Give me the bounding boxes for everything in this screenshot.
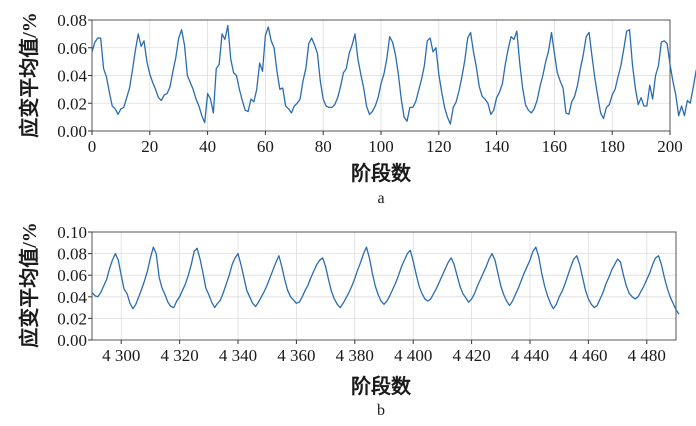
plot-frame-b: [92, 232, 676, 340]
y-tick-label: 0.00: [57, 331, 87, 350]
y-tick-label: 0.04: [57, 67, 87, 86]
x-tick-label: 4 320: [160, 346, 198, 365]
y-tick-label: 0.02: [57, 94, 87, 113]
x-tick-label: 4 360: [277, 346, 315, 365]
plot-area: [92, 232, 676, 340]
x-tick-label: 160: [542, 137, 568, 156]
x-tick-label: 4 420: [452, 346, 490, 365]
x-tick-label: 60: [257, 137, 274, 156]
panel-label-a: a: [377, 190, 384, 207]
y-tick-label: 0.06: [57, 266, 87, 285]
y-tick-label: 0.08: [57, 11, 87, 30]
x-axis-title-a: 阶段数: [351, 161, 412, 185]
plot-border: [91, 231, 677, 341]
y-ticks-b: 0.00 0.02 0.04 0.06 0.08 0.10: [57, 223, 92, 350]
panel-label-b: b: [377, 402, 385, 419]
y-tick-label: 0.06: [57, 39, 87, 58]
x-tick-label: 4 300: [102, 346, 140, 365]
series-line: [91, 246, 680, 315]
x-tick-label: 180: [599, 137, 625, 156]
x-tick-label: 120: [426, 137, 452, 156]
chart-panel-a: 0 20 40 60 80 100 120 140 160 180 200 0.00 0.02 0.04…: [17, 11, 696, 207]
y-tick-label: 0.00: [57, 122, 87, 141]
x-tick-label: 4 380: [336, 346, 374, 365]
x-tick-label: 80: [315, 137, 332, 156]
x-tick-label: 0: [88, 137, 97, 156]
y-tick-label: 0.10: [57, 223, 87, 242]
x-tick-label: 140: [484, 137, 510, 156]
x-tick-label: 4 460: [569, 346, 607, 365]
x-tick-label: 4 440: [511, 346, 549, 365]
y-axis-title-b: 应变平均值/%: [17, 222, 41, 348]
x-tick-label: 100: [368, 137, 394, 156]
x-tick-label: 4 480: [628, 346, 666, 365]
x-tick-label: 4 340: [219, 346, 257, 365]
x-tick-label: 200: [657, 137, 683, 156]
y-tick-label: 0.04: [57, 288, 87, 307]
series-b: [91, 231, 680, 341]
x-tick-label: 40: [199, 137, 216, 156]
x-tick-label: 20: [141, 137, 158, 156]
y-tick-label: 0.02: [57, 309, 87, 328]
x-tick-label: 4 400: [394, 346, 432, 365]
series-line: [91, 24, 696, 125]
x-ticks-b: 4 300 4 320 4 340 4 360 4 380 4 400 4 420 4 440…: [102, 340, 666, 365]
y-tick-label: 0.08: [57, 245, 87, 264]
x-axis-title-b: 阶段数: [351, 374, 412, 398]
y-ticks-a: 0.00 0.02 0.04 0.06 0.08: [57, 11, 92, 141]
y-axis-title-a: 应变平均值/%: [17, 12, 41, 138]
x-ticks-a: 0 20 40 60 80 100 120 140 160 180 200: [88, 131, 683, 156]
chart-panel-b: 4 300 4 320 4 340 4 360 4 380 4 400 4 420 4 440…: [17, 222, 680, 419]
